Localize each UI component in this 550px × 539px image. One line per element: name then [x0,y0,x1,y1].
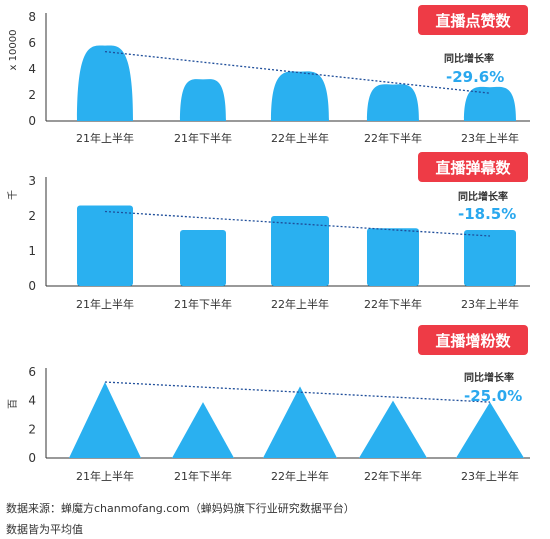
x-tick-label: 22年下半年 [364,469,422,483]
growth-label: 同比增长率 [458,190,508,203]
y-tick-label: 0 [28,279,36,293]
chart-title-badge [418,325,528,355]
bar [77,45,133,121]
trend-line [104,50,491,94]
y-tick-label: 3 [28,174,36,188]
trend-line [104,210,491,237]
y-tick-label: 2 [28,209,36,223]
chart-title-badge [418,152,528,182]
footer-source: 数据来源：蝉魔方chanmofang.com（蝉妈妈旗下行业研究数据平台） [6,502,355,515]
x-tick-label: 22年下半年 [364,131,422,145]
x-tick-label: 21年上半年 [76,131,134,145]
x-tick-label: 22年上半年 [271,131,329,145]
bar [271,71,329,121]
x-tick-label: 21年上半年 [76,469,134,483]
chart-title: 直播弹幕数 [435,159,511,177]
y-tick-label: 0 [28,451,36,465]
y-tick-label: 2 [28,422,36,436]
growth-value: -29.6% [446,68,504,86]
x-tick-label: 23年上半年 [461,469,519,483]
growth-label: 同比增长率 [444,52,494,65]
bar [172,402,234,458]
y-tick-label: 1 [28,244,36,258]
x-tick-label: 22年上半年 [271,297,329,311]
bar [367,84,419,121]
y-axis-label: 百 [7,399,19,409]
bar [263,386,337,458]
y-tick-label: 6 [28,36,36,50]
x-tick-label: 22年上半年 [271,469,329,483]
y-tick-label: 4 [28,62,36,76]
x-tick-label: 21年上半年 [76,297,134,311]
bar [180,230,226,286]
y-tick-label: 8 [28,10,36,24]
x-tick-label: 22年下半年 [364,297,422,311]
chart-title: 直播点赞数 [435,12,511,30]
bar [77,205,133,286]
footer-note: 数据皆为平均值 [6,523,83,536]
y-tick-label: 6 [28,365,36,379]
bar [359,400,427,458]
bar [464,86,516,121]
bar [69,382,141,458]
x-tick-label: 21年下半年 [174,297,232,311]
bar [464,230,516,286]
bar [456,402,524,458]
y-axis-label: 千 [7,190,19,200]
y-tick-label: 4 [28,394,36,408]
y-axis-label: x 10000 [8,30,19,71]
x-tick-label: 23年上半年 [461,131,519,145]
bar [367,228,419,286]
chart-title-badge [418,5,528,35]
growth-label: 同比增长率 [464,371,514,384]
y-tick-label: 2 [28,88,36,102]
x-tick-label: 21年下半年 [174,131,232,145]
trend-line [104,381,491,403]
bar [180,79,226,121]
growth-value: -25.0% [464,387,522,405]
y-tick-label: 0 [28,114,36,128]
x-tick-label: 23年上半年 [461,297,519,311]
growth-value: -18.5% [458,205,516,223]
bar [271,216,329,286]
x-tick-label: 21年下半年 [174,469,232,483]
chart-title: 直播增粉数 [435,332,511,350]
